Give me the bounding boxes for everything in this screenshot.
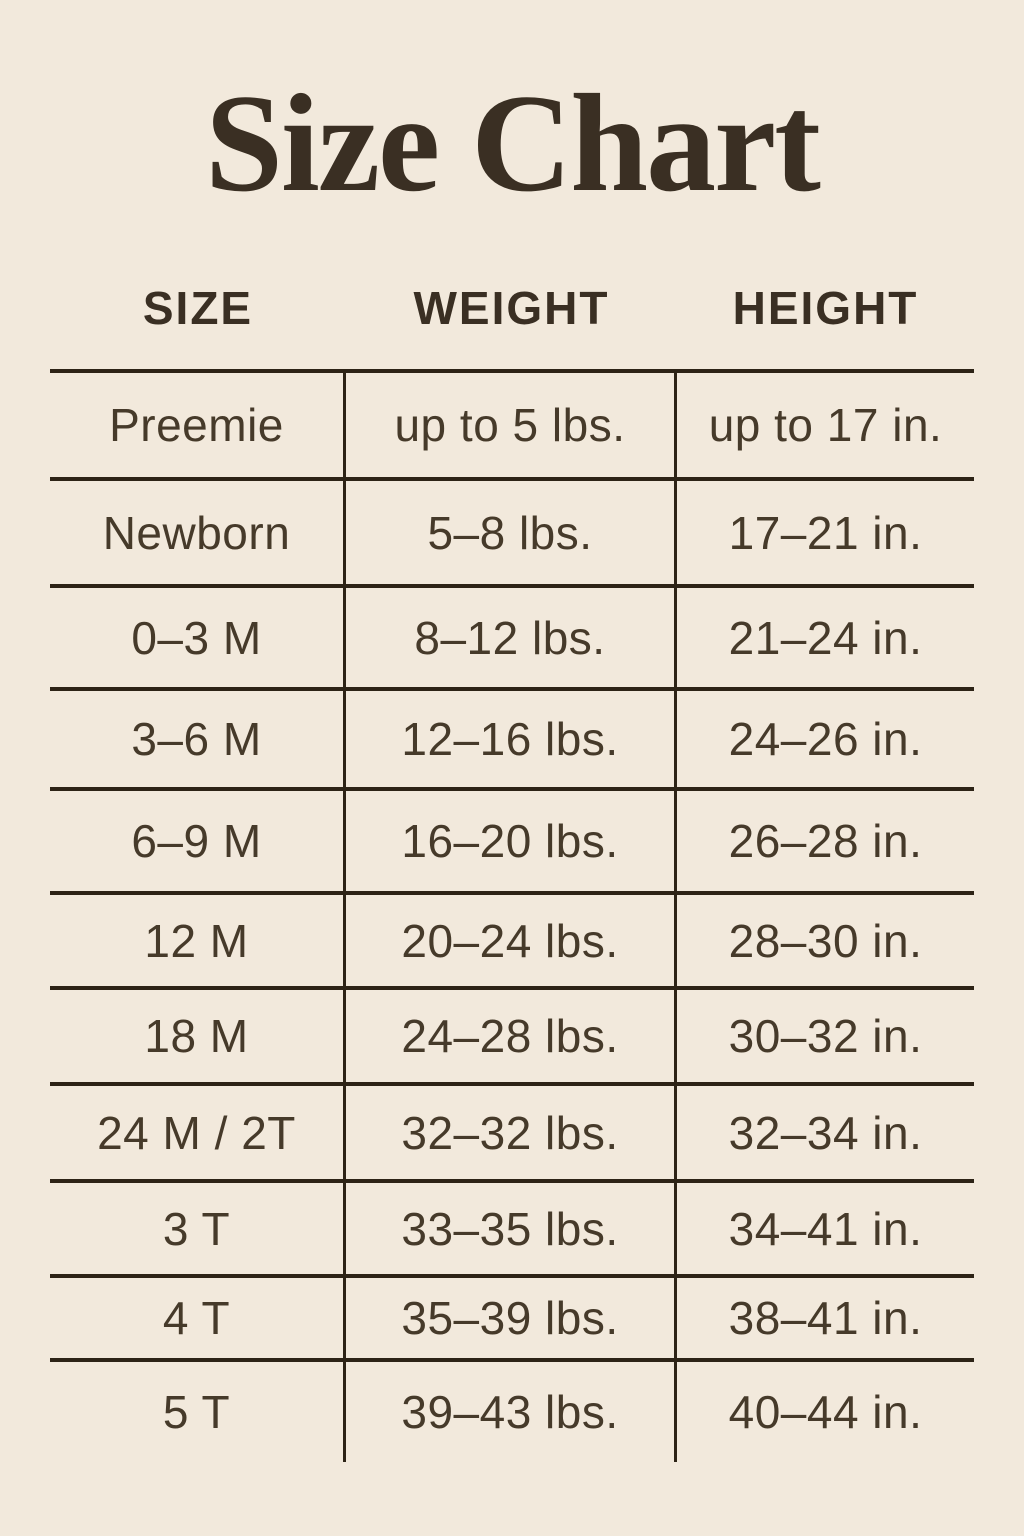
cell-height: 21–24 in.	[728, 611, 923, 664]
table-row: 3–6 M 12–16 lbs. 24–26 in.	[50, 687, 974, 788]
cell-size: 3–6 M	[50, 691, 346, 788]
cell-weight: 8–12 lbs.	[346, 588, 677, 688]
cell-weight: 20–24 lbs.	[346, 895, 677, 987]
cell-size: 24 M / 2T	[50, 1086, 346, 1180]
cell-weight: 5–8 lbs.	[346, 481, 677, 585]
header-cell-weight: WEIGHT	[413, 282, 610, 335]
table-row: 12 M 20–24 lbs. 28–30 in.	[50, 891, 974, 987]
cell-height: 40–44 in.	[728, 1386, 923, 1439]
table-row: 24 M / 2T 32–32 lbs. 32–34 in.	[50, 1082, 974, 1180]
cell-height: 28–30 in.	[728, 914, 923, 967]
cell-size: 0–3 M	[50, 588, 346, 688]
table-row: 3 T 33–35 lbs. 34–41 in.	[50, 1179, 974, 1275]
cell-weight: up to 5 lbs.	[346, 373, 677, 478]
cell-height: 30–32 in.	[728, 1010, 923, 1063]
cell-size: 3 T	[50, 1183, 346, 1275]
cell-weight: 33–35 lbs.	[346, 1183, 677, 1275]
cell-height: 32–34 in.	[728, 1106, 923, 1159]
table-row: 6–9 M 16–20 lbs. 26–28 in.	[50, 787, 974, 892]
cell-size: 4 T	[50, 1278, 346, 1359]
header-cell-size: SIZE	[142, 282, 254, 335]
page-title: Size Chart	[205, 66, 821, 221]
cell-height: 24–26 in.	[728, 713, 923, 766]
cell-height: 26–28 in.	[728, 815, 923, 868]
cell-size: Newborn	[50, 481, 346, 585]
cell-height: 17–21 in.	[728, 506, 923, 559]
cell-size: 12 M	[50, 895, 346, 987]
table-row: Newborn 5–8 lbs. 17–21 in.	[50, 477, 974, 585]
cell-height: up to 17 in.	[708, 399, 943, 452]
cell-weight: 16–20 lbs.	[346, 791, 677, 892]
header-cell-height: HEIGHT	[732, 282, 919, 335]
cell-size: Preemie	[50, 373, 346, 478]
cell-size: 5 T	[50, 1362, 346, 1463]
cell-weight: 32–32 lbs.	[346, 1086, 677, 1180]
cell-weight: 35–39 lbs.	[346, 1278, 677, 1359]
cell-height: 34–41 in.	[728, 1202, 923, 1255]
table-row: 18 M 24–28 lbs. 30–32 in.	[50, 986, 974, 1083]
cell-height: 38–41 in.	[728, 1292, 923, 1345]
table-row: 0–3 M 8–12 lbs. 21–24 in.	[50, 584, 974, 688]
table-row: 4 T 35–39 lbs. 38–41 in.	[50, 1274, 974, 1359]
table-row: Preemie up to 5 lbs. up to 17 in.	[50, 369, 974, 478]
table-header-row: SIZE WEIGHT HEIGHT	[50, 247, 974, 369]
cell-size: 6–9 M	[50, 791, 346, 892]
cell-weight: 12–16 lbs.	[346, 691, 677, 788]
cell-weight: 39–43 lbs.	[346, 1362, 677, 1463]
cell-weight: 24–28 lbs.	[346, 990, 677, 1083]
size-chart-table: SIZE WEIGHT HEIGHT Preemie up to 5 lbs. …	[50, 247, 974, 1463]
table-row: 5 T 39–43 lbs. 40–44 in.	[50, 1358, 974, 1463]
cell-size: 18 M	[50, 990, 346, 1083]
